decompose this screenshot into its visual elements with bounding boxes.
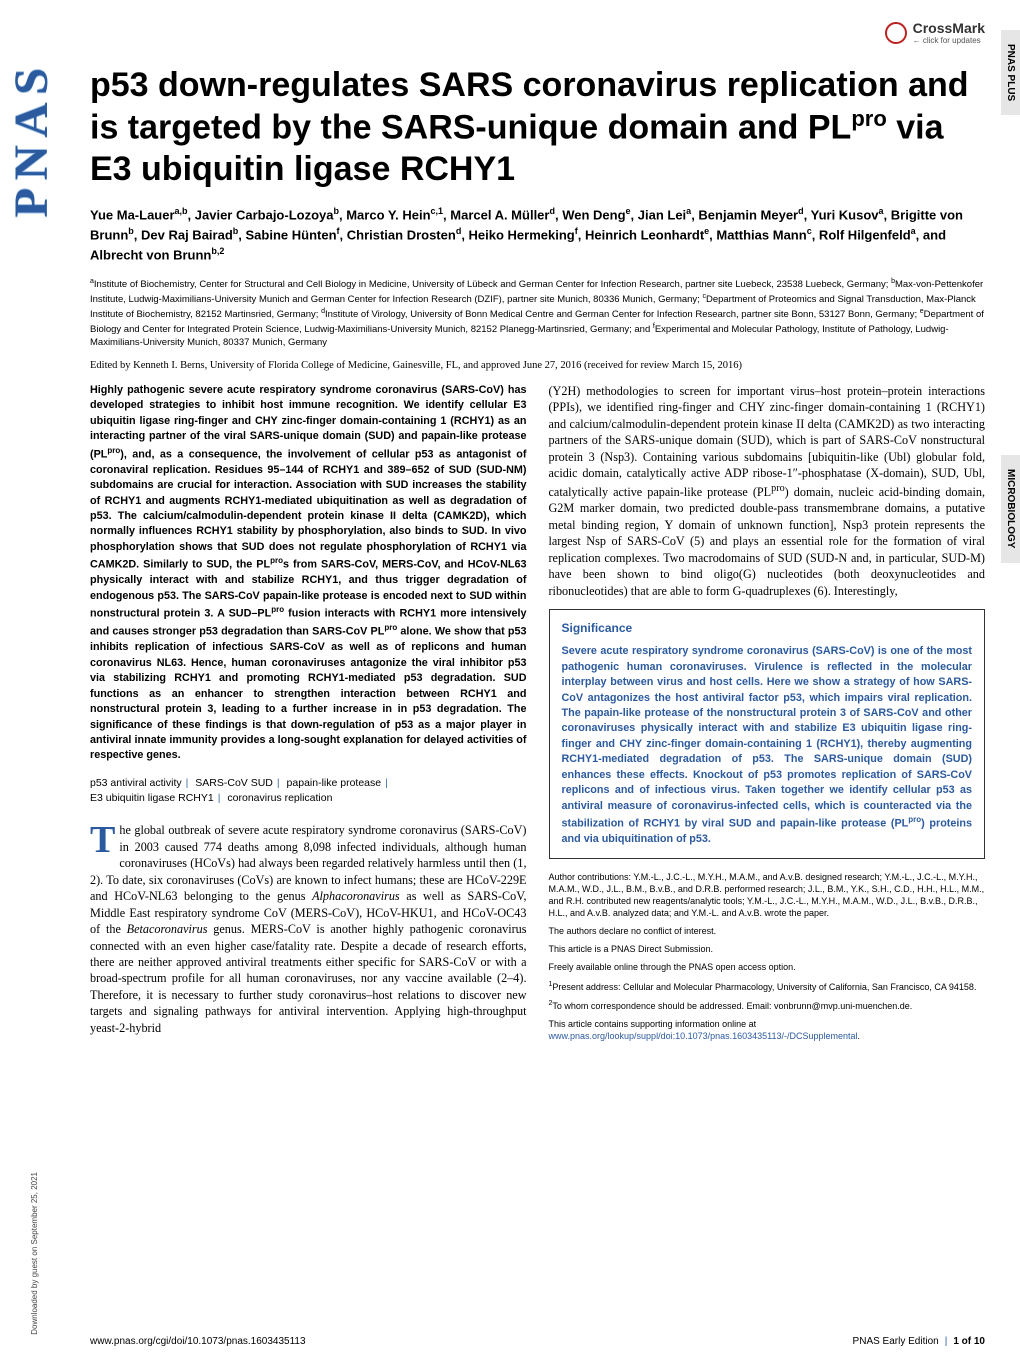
body-text-right: (Y2H) methodologies to screen for import… [549, 383, 986, 599]
affiliations: aInstitute of Biochemistry, Center for S… [90, 277, 985, 350]
page-footer: www.pnas.org/cgi/doi/10.1073/pnas.160343… [90, 1336, 985, 1347]
correspondence: 2To whom correspondence should be addres… [549, 999, 986, 1012]
right-tabs: PNAS PLUS MICROBIOLOGY [1001, 30, 1020, 563]
footnotes: Author contributions: Y.M.-L., J.C.-L., … [549, 871, 986, 1043]
doi-link[interactable]: www.pnas.org/cgi/doi/10.1073/pnas.160343… [90, 1336, 306, 1347]
pnas-logo: PNAS [4, 60, 59, 217]
crossmark-label: CrossMark ← click for updates [913, 20, 985, 45]
two-column-layout: Highly pathogenic severe acute respirato… [90, 383, 985, 1048]
left-column: Highly pathogenic severe acute respirato… [90, 383, 527, 1048]
dropcap: T [90, 822, 119, 855]
crossmark-badge[interactable]: CrossMark ← click for updates [885, 20, 985, 45]
pnas-side-band: PNAS [0, 0, 62, 1365]
si-link[interactable]: www.pnas.org/lookup/suppl/doi:10.1073/pn… [549, 1031, 858, 1041]
direct-submission: This article is a PNAS Direct Submission… [549, 943, 986, 955]
download-note: Downloaded by guest on September 25, 202… [30, 1172, 39, 1335]
authors: Yue Ma-Lauera,b, Javier Carbajo-Lozoyab,… [90, 205, 985, 266]
tab-pnas-plus: PNAS PLUS [1001, 30, 1020, 115]
keyword: E3 ubiquitin ligase RCHY1 [90, 792, 214, 804]
article-title: p53 down-regulates SARS coronavirus repl… [90, 65, 985, 191]
crossmark-icon [885, 22, 907, 44]
page: PNAS Downloaded by guest on September 25… [0, 0, 1020, 1365]
keyword: papain-like protease [287, 777, 382, 789]
significance-box: Significance Severe acute respiratory sy… [549, 609, 986, 858]
significance-title: Significance [562, 620, 973, 636]
significance-body: Severe acute respiratory syndrome corona… [562, 644, 973, 847]
tab-microbiology: MICROBIOLOGY [1001, 455, 1020, 562]
body-text-left: The global outbreak of severe acute resp… [90, 822, 527, 1036]
conflict-statement: The authors declare no conflict of inter… [549, 925, 986, 937]
abstract: Highly pathogenic severe acute respirato… [90, 383, 527, 764]
keyword: p53 antiviral activity [90, 777, 182, 789]
present-address: 1Present address: Cellular and Molecular… [549, 980, 986, 993]
keyword: SARS-CoV SUD [195, 777, 273, 789]
footer-right: PNAS Early Edition|1 of 10 [853, 1336, 985, 1347]
right-column: (Y2H) methodologies to screen for import… [549, 383, 986, 1048]
keyword: coronavirus replication [227, 792, 332, 804]
keywords: p53 antiviral activity| SARS-CoV SUD| pa… [90, 776, 527, 806]
author-contributions: Author contributions: Y.M.-L., J.C.-L., … [549, 871, 986, 920]
supporting-info: This article contains supporting informa… [549, 1018, 986, 1042]
edited-by: Edited by Kenneth I. Berns, University o… [90, 360, 985, 371]
open-access: Freely available online through the PNAS… [549, 961, 986, 973]
